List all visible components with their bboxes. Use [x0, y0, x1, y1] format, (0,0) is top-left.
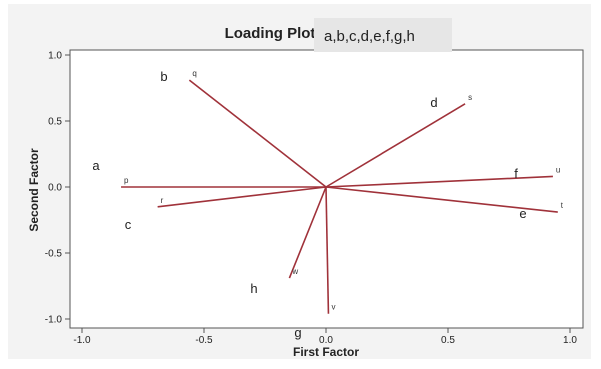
annotation-letters: a b c d e f g h: [92, 69, 526, 340]
y-tick-label: 0.0: [48, 183, 62, 194]
vector-t: [325, 186, 558, 213]
y-axis-label: Second Factor: [27, 148, 41, 232]
x-axis-label: First Factor: [293, 345, 359, 359]
vector-label-v: v: [331, 303, 335, 312]
overlay-label-box: [314, 18, 452, 52]
vector-label-t: t: [561, 201, 564, 210]
vector-label-p: p: [124, 176, 129, 185]
vector-label-u: u: [556, 165, 560, 174]
vector-q: [188, 79, 327, 188]
loading-vectors: p q r s t u v w: [121, 69, 564, 314]
annotation-letter-a: a: [92, 158, 100, 173]
annotation-letter-d: d: [430, 95, 437, 110]
vector-s: [325, 103, 466, 188]
vector-u: [325, 175, 553, 188]
vector-label-q: q: [192, 69, 196, 78]
annotation-letter-e: e: [519, 206, 526, 221]
x-tick-label: 1.0: [563, 335, 577, 346]
vector-r: [157, 186, 327, 208]
y-axis: 1.0 0.5 0.0 -0.5 -1.0: [45, 51, 70, 326]
annotation-letter-g: g: [294, 325, 301, 340]
y-tick-label: -1.0: [45, 315, 63, 326]
x-tick-label: 0.5: [441, 335, 455, 346]
y-tick-label: 0.5: [48, 117, 62, 128]
y-tick-label: 1.0: [48, 51, 62, 62]
vector-label-w: w: [291, 267, 298, 276]
overlay-label-text: a,b,c,d,e,f,g,h: [324, 28, 415, 45]
annotation-letter-f: f: [514, 166, 518, 181]
x-tick-label: -1.0: [73, 335, 91, 346]
x-tick-label: 0.0: [319, 335, 333, 346]
x-axis: -1.0 -0.5 0.0 0.5 1.0: [73, 328, 577, 346]
x-tick-label: -0.5: [195, 335, 213, 346]
chart-title: Loading Plot: [225, 25, 316, 42]
vector-w: [288, 186, 327, 279]
vector-label-s: s: [468, 93, 472, 102]
annotation-letter-c: c: [125, 217, 132, 232]
annotation-letter-h: h: [250, 281, 257, 296]
vector-label-r: r: [161, 196, 164, 205]
vector-v: [325, 186, 330, 314]
y-tick-label: -0.5: [45, 249, 63, 260]
annotation-letter-b: b: [160, 69, 167, 84]
